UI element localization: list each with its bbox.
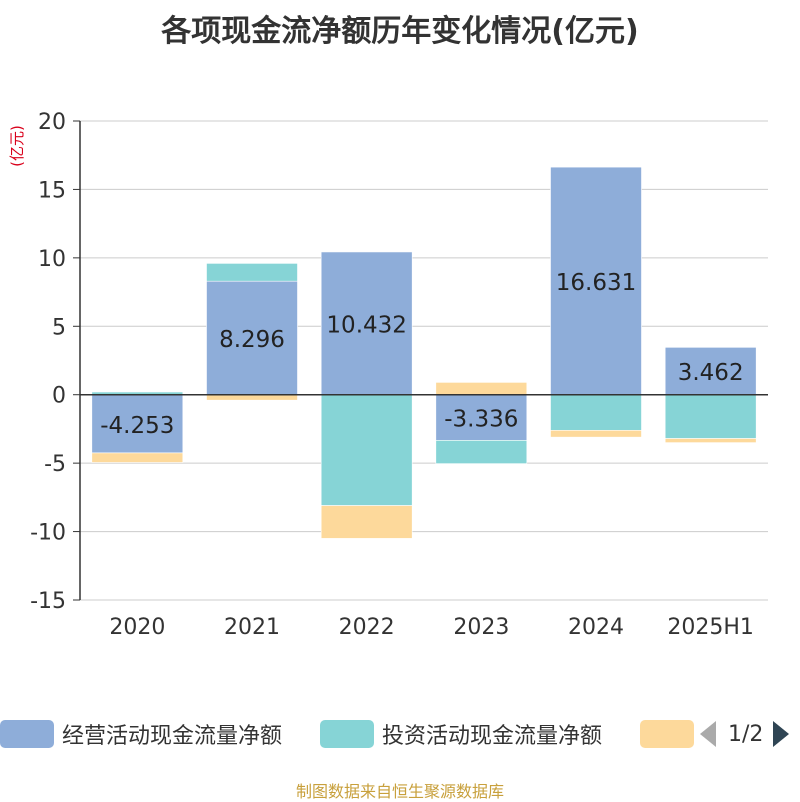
data-label: 10.432 xyxy=(326,312,406,338)
y-tick-label: 5 xyxy=(52,315,66,340)
bar-segment[interactable] xyxy=(320,505,413,539)
legend-item-third[interactable] xyxy=(640,716,694,752)
x-tick-label: 2023 xyxy=(453,615,509,640)
legend: 经营活动现金流量净额 投资活动现金流量净额 xyxy=(0,716,800,756)
bar-segment[interactable] xyxy=(664,347,757,396)
bar-segment[interactable] xyxy=(550,394,642,431)
bars xyxy=(91,166,757,539)
x-tick-label: 2021 xyxy=(224,615,280,640)
bar-segment[interactable] xyxy=(91,452,184,463)
data-label: 3.462 xyxy=(678,360,744,386)
data-labels: -4.253 8.296 10.432 -3.336 16.631 3.462 xyxy=(100,270,743,439)
pager-next-icon[interactable] xyxy=(773,721,790,747)
data-label: -4.253 xyxy=(100,413,174,439)
x-tick-label: 2022 xyxy=(339,615,395,640)
y-tick-label: 15 xyxy=(38,178,66,203)
axes: 20 15 10 5 0 -5 -10 -15 (亿元) 2020 2021 2022 2023 2024… xyxy=(8,110,768,640)
x-tick-label: 2025H1 xyxy=(667,615,754,640)
bar-segment[interactable] xyxy=(550,429,642,438)
legend-swatch-third xyxy=(640,720,694,748)
bar-segment[interactable] xyxy=(206,263,298,282)
data-label: 16.631 xyxy=(556,270,636,296)
bar-segment[interactable] xyxy=(435,394,528,441)
pager-prev-icon[interactable] xyxy=(700,721,716,747)
chart-title: 各项现金流净额历年变化情况(亿元) xyxy=(161,14,639,49)
legend-item-operating[interactable]: 经营活动现金流量净额 xyxy=(0,716,282,752)
bar-segment[interactable] xyxy=(664,394,757,439)
legend-label-investing: 投资活动现金流量净额 xyxy=(382,724,603,749)
bar-segment[interactable] xyxy=(320,394,413,506)
data-label: -3.336 xyxy=(444,407,518,433)
bar-segment[interactable] xyxy=(206,394,298,401)
bar-segment[interactable] xyxy=(320,251,413,396)
y-tick-label: 0 xyxy=(52,384,66,409)
data-label: 8.296 xyxy=(219,327,285,353)
bar-segment[interactable] xyxy=(664,438,757,443)
y-tick-label: -5 xyxy=(44,452,66,477)
legend-pager: 1/2 xyxy=(700,716,790,752)
y-axis-label: (亿元) xyxy=(8,125,26,167)
x-tick-label: 2024 xyxy=(568,615,624,640)
bar-segment[interactable] xyxy=(91,394,184,454)
source-note: 制图数据来自恒生聚源数据库 xyxy=(295,782,504,801)
bar-segment[interactable] xyxy=(435,440,528,464)
bar-segment[interactable] xyxy=(550,166,642,396)
bar-segment[interactable] xyxy=(206,280,298,396)
legend-swatch-operating xyxy=(0,720,54,748)
legend-item-investing[interactable]: 投资活动现金流量净额 xyxy=(320,716,602,752)
y-tick-label: -15 xyxy=(30,589,66,614)
y-tick-label: 10 xyxy=(38,247,66,272)
grid-lines xyxy=(80,120,768,601)
bar-segment[interactable] xyxy=(435,382,528,396)
y-tick-label: 20 xyxy=(38,110,66,135)
y-tick-label: -10 xyxy=(30,521,66,546)
legend-label-operating: 经营活动现金流量净额 xyxy=(62,724,283,749)
pager-text: 1/2 xyxy=(728,721,764,747)
legend-swatch-investing xyxy=(320,720,374,748)
x-tick-label: 2020 xyxy=(109,615,165,640)
